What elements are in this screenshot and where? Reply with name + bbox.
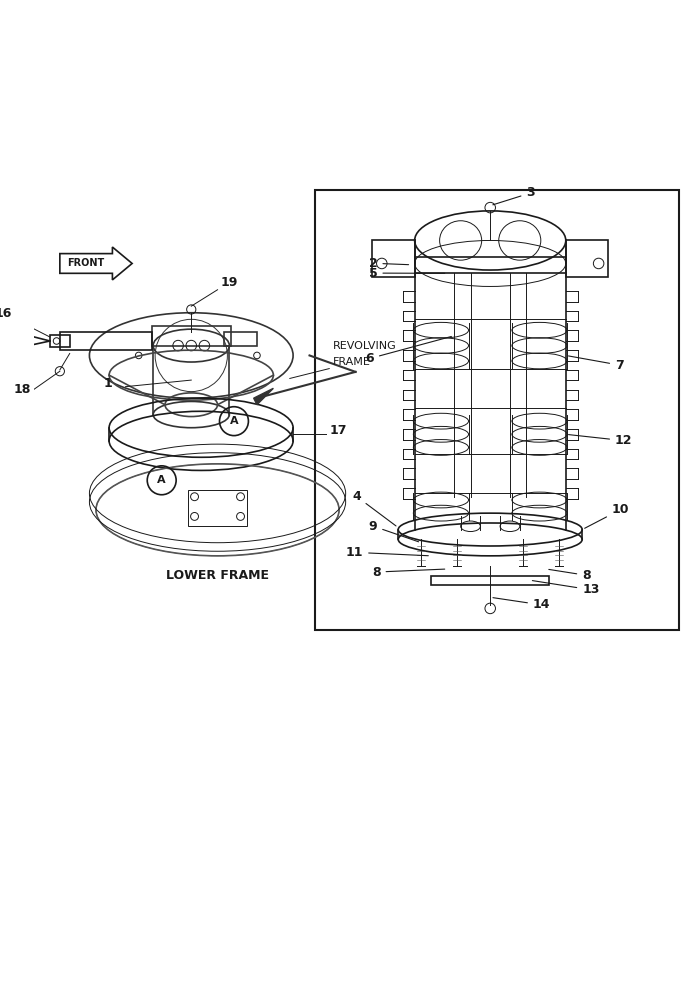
Polygon shape xyxy=(60,247,132,280)
Text: FRAME: FRAME xyxy=(333,357,370,367)
Text: 4: 4 xyxy=(352,490,396,526)
Text: 13: 13 xyxy=(532,581,599,596)
Text: 1: 1 xyxy=(104,377,112,390)
Text: 6: 6 xyxy=(365,336,451,365)
Text: 9: 9 xyxy=(369,520,419,542)
Bar xyxy=(152,326,230,346)
Text: 18: 18 xyxy=(14,383,31,396)
Text: 16: 16 xyxy=(0,307,12,320)
Text: 10: 10 xyxy=(585,503,629,528)
Bar xyxy=(415,257,566,273)
Bar xyxy=(188,490,247,526)
Text: 3: 3 xyxy=(493,186,535,205)
Text: 11: 11 xyxy=(346,546,428,559)
Text: LOWER FRAME: LOWER FRAME xyxy=(166,569,269,582)
Text: 5: 5 xyxy=(369,267,445,280)
Polygon shape xyxy=(254,388,273,405)
Text: 7: 7 xyxy=(569,356,623,372)
Bar xyxy=(60,332,152,350)
Text: 8: 8 xyxy=(372,566,445,579)
Text: REVOLVING: REVOLVING xyxy=(333,341,397,351)
Bar xyxy=(315,190,680,630)
Text: A: A xyxy=(157,475,166,485)
Bar xyxy=(372,240,415,277)
Text: 14: 14 xyxy=(493,598,550,611)
Text: 19: 19 xyxy=(221,276,238,289)
Text: 2: 2 xyxy=(369,257,408,270)
Text: 17: 17 xyxy=(329,424,347,437)
Bar xyxy=(224,332,257,346)
Text: A: A xyxy=(230,416,238,426)
Bar xyxy=(431,576,549,585)
Bar xyxy=(50,335,70,347)
Text: 12: 12 xyxy=(569,434,632,447)
Bar xyxy=(566,240,608,277)
Text: 8: 8 xyxy=(549,569,591,582)
Text: FRONT: FRONT xyxy=(68,258,104,268)
